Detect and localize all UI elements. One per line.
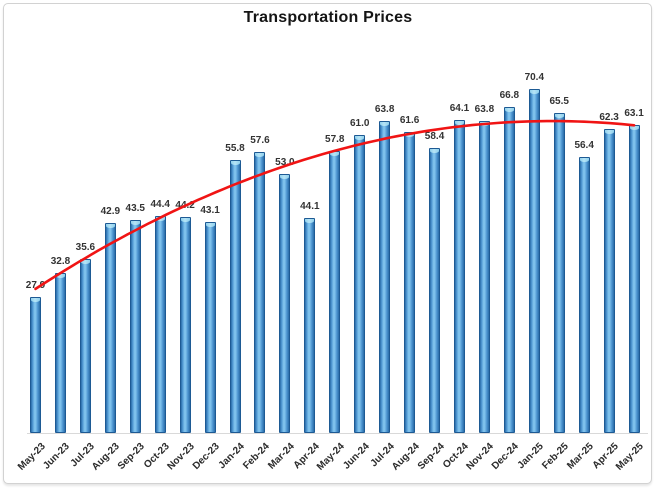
data-label: 44.1 <box>300 201 320 212</box>
bar-cap <box>629 126 639 130</box>
x-axis-label: Jan-24 <box>216 441 247 472</box>
x-axis-label: Sep-24 <box>415 441 447 472</box>
bar <box>404 132 416 433</box>
bar-cap <box>155 217 165 221</box>
bar-cap <box>130 221 140 225</box>
bar <box>79 259 91 433</box>
data-label: 35.6 <box>75 242 96 253</box>
bar <box>104 223 116 433</box>
bar <box>279 174 291 433</box>
bar <box>503 107 515 433</box>
data-label: 61.6 <box>399 115 420 126</box>
bar <box>30 297 41 433</box>
data-label: 61.0 <box>349 118 370 129</box>
bar <box>478 121 490 433</box>
x-axis-label: Nov-24 <box>464 441 497 473</box>
bar <box>528 89 540 433</box>
bar <box>154 216 166 433</box>
bar <box>603 129 615 433</box>
x-axis-label: Mar-25 <box>565 441 596 472</box>
data-label: 32.8 <box>50 256 71 267</box>
bar-cap <box>579 158 589 162</box>
data-label: 27.9 <box>25 280 46 291</box>
bar <box>429 148 441 433</box>
bar <box>304 218 316 433</box>
data-label: 70.4 <box>524 72 545 83</box>
x-axis-label: Aug-23 <box>90 441 123 473</box>
x-axis-label: Jan-25 <box>515 441 547 472</box>
data-label: 64.1 <box>449 103 470 114</box>
bar-cap <box>280 175 290 179</box>
x-axis-label: Dec-24 <box>490 441 522 472</box>
x-axis-label: Mar-24 <box>266 441 297 472</box>
bar-cap <box>205 223 215 227</box>
bar <box>553 113 565 433</box>
x-axis-label: Jun-23 <box>41 441 73 472</box>
x-axis-label: May-23 <box>15 441 48 473</box>
bar-cap <box>31 298 40 302</box>
data-label: 58.4 <box>424 131 445 142</box>
data-label: 63.8 <box>374 104 395 115</box>
x-axis-label: Sep-23 <box>116 441 148 472</box>
data-label: 63.8 <box>474 104 495 115</box>
bar <box>453 120 465 433</box>
bar-cap <box>504 108 514 112</box>
bar-cap <box>454 121 464 125</box>
x-axis-line <box>27 433 648 434</box>
bar <box>129 220 141 433</box>
x-axis-label: Dec-23 <box>190 441 222 472</box>
bar <box>329 151 341 433</box>
bar-cap <box>479 122 489 126</box>
x-axis-label: Jun-24 <box>340 441 372 472</box>
bar <box>628 125 640 433</box>
bar-cap <box>604 130 614 134</box>
data-label: 65.5 <box>549 96 569 107</box>
bar-cap <box>55 274 65 278</box>
bar <box>204 222 216 433</box>
x-axis-label: Nov-23 <box>165 441 197 473</box>
data-label: 57.6 <box>250 135 270 146</box>
bar-cap <box>230 161 240 165</box>
chart-title: Transportation Prices <box>243 9 413 26</box>
bar <box>578 157 590 433</box>
data-label: 62.3 <box>599 112 619 123</box>
bar-cap <box>529 90 539 94</box>
bar <box>379 121 391 433</box>
x-axis-label: Feb-25 <box>540 441 572 472</box>
x-axis-label: Feb-24 <box>241 441 272 472</box>
data-label: 57.8 <box>325 134 345 145</box>
bar <box>54 273 66 433</box>
data-label: 66.8 <box>499 90 520 101</box>
bar-cap <box>105 224 115 228</box>
bar-cap <box>305 219 315 223</box>
bar-cap <box>554 114 564 118</box>
bar <box>229 160 241 433</box>
bar-cap <box>330 152 340 156</box>
bar <box>354 135 366 433</box>
data-label: 63.1 <box>624 108 644 119</box>
bar-cap <box>430 149 440 153</box>
bar <box>254 152 266 433</box>
bar-cap <box>180 218 190 222</box>
bar <box>179 217 191 433</box>
data-label: 43.1 <box>200 205 220 216</box>
data-label: 53.0 <box>275 157 295 168</box>
data-label: 56.4 <box>574 140 594 151</box>
